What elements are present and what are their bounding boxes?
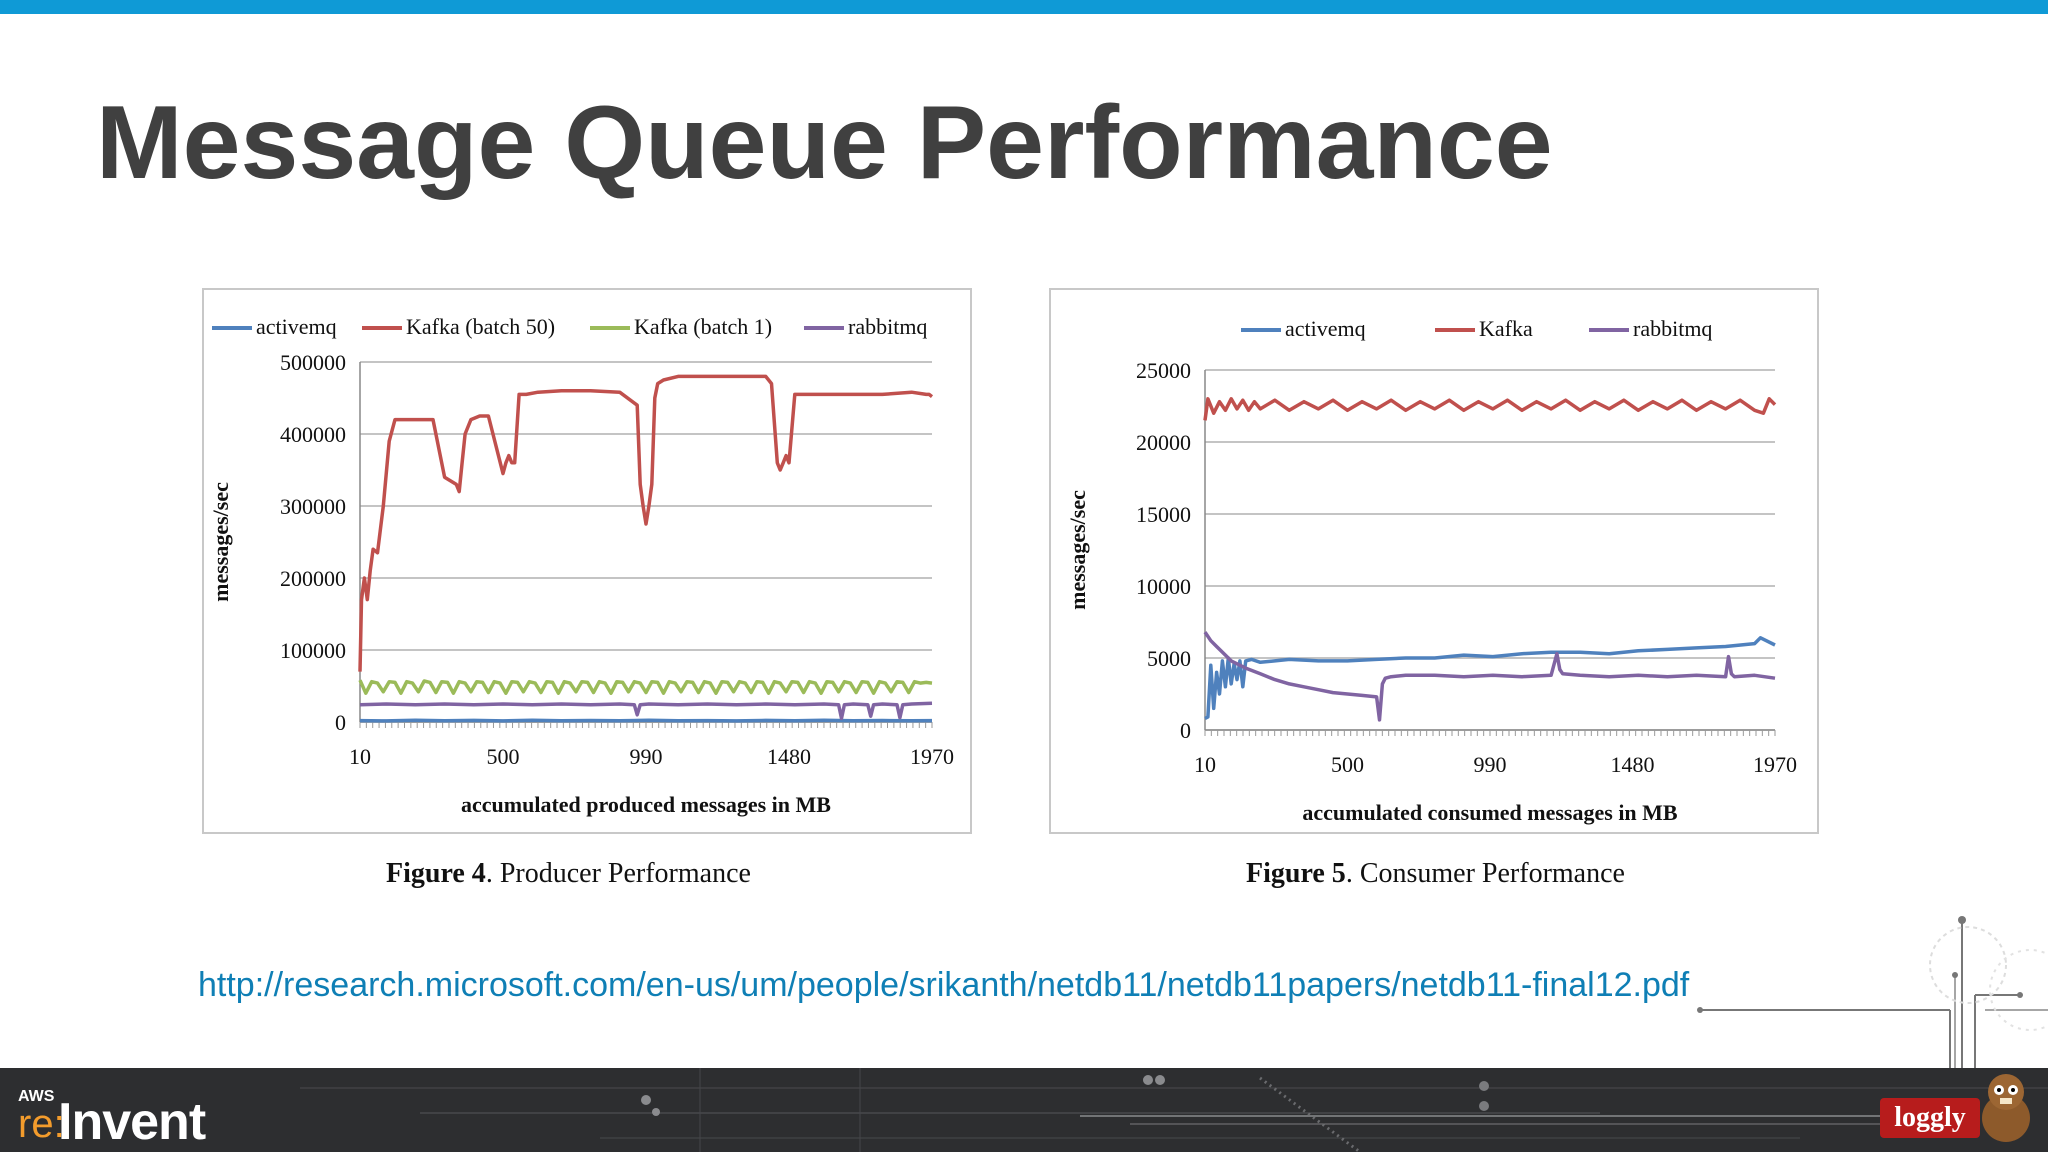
legend-entry: Kafka (1479, 316, 1533, 341)
y-tick-label: 0 (335, 710, 346, 735)
circuit-node (1697, 1007, 1703, 1013)
series-line-kafka-batch-50 (358, 374, 934, 672)
series-line-kafka (1203, 397, 1777, 421)
x-axis-label: accumulated consumed messages in MB (1302, 800, 1678, 825)
figure-4-label: Figure 4 (386, 858, 486, 889)
legend-entry: rabbitmq (848, 314, 927, 339)
y-axis-label: messages/sec (208, 482, 233, 602)
legend-entry: Kafka (batch 50) (406, 314, 555, 339)
y-axis-label: messages/sec (1065, 490, 1090, 610)
mascot-pupil (1997, 1088, 2001, 1092)
y-tick-label: 25000 (1136, 358, 1191, 383)
x-axis-label: accumulated produced messages in MB (461, 792, 831, 817)
circuit-node (2017, 992, 2023, 998)
y-tick-label: 100000 (280, 638, 346, 663)
circuit-node (1958, 916, 1966, 924)
footer-texture-dot (641, 1095, 651, 1105)
figure-5-caption: Figure 5. Consumer Performance (1246, 858, 1625, 890)
slide-title: Message Queue Performance (96, 85, 1553, 201)
circuit-decoration (1697, 916, 2048, 1068)
loggly-badge: loggly (1880, 1098, 1980, 1138)
loggly-mascot-icon (1982, 1074, 2030, 1142)
x-tick-label: 990 (1474, 752, 1507, 777)
mascot-body (1982, 1094, 2030, 1142)
x-tick-label: 500 (487, 744, 520, 769)
mascot-teeth (2000, 1098, 2012, 1104)
series-line-activemq (1204, 636, 1776, 721)
legend-entry: Kafka (batch 1) (634, 314, 772, 339)
invent-logo-text: Invent (58, 1093, 206, 1151)
x-tick-label: 1480 (1611, 752, 1655, 777)
footer-texture (300, 1068, 2048, 1152)
mascot-head (1988, 1074, 2024, 1110)
y-tick-label: 0 (1180, 718, 1191, 743)
circuit-ring (1989, 949, 2048, 1031)
footer-bar (0, 1068, 2048, 1152)
producer-chart-svg: 0 100000 200000 300000 400000 500000 10 500 990 1… (208, 314, 954, 817)
y-tick-label: 200000 (280, 566, 346, 591)
figure-5-label: Figure 5 (1246, 858, 1346, 889)
producer-performance-chart: 0 100000 200000 300000 400000 500000 10 500 990 1… (202, 288, 972, 834)
footer-texture-dot (652, 1108, 660, 1116)
footer-texture-line (1259, 1076, 1361, 1152)
footer-texture-dot (1479, 1101, 1489, 1111)
x-tick-label: 1970 (910, 744, 954, 769)
legend-entry: rabbitmq (1633, 316, 1712, 341)
aws-logo-text: AWS (18, 1088, 55, 1105)
consumer-performance-chart: 0 5000 10000 15000 20000 25000 10 500 990 1480 197… (1049, 288, 1819, 834)
x-tick-label: 990 (630, 744, 663, 769)
x-tick-label: 1480 (767, 744, 811, 769)
series-line-rabbitmq (359, 701, 933, 721)
figure-4-caption-text: . Producer Performance (485, 858, 751, 889)
y-tick-label: 20000 (1136, 430, 1191, 455)
y-tick-label: 400000 (280, 422, 346, 447)
x-tick-label: 1970 (1753, 752, 1797, 777)
y-tick-label: 15000 (1136, 502, 1191, 527)
y-tick-label: 10000 (1136, 574, 1191, 599)
re-logo-text: re: (18, 1102, 65, 1146)
source-paper-link[interactable]: http://research.microsoft.com/en-us/um/p… (198, 966, 1690, 1004)
y-tick-label: 300000 (280, 494, 346, 519)
consumer-chart-svg: 0 5000 10000 15000 20000 25000 10 500 990 1480 197… (1065, 316, 1797, 825)
footer-texture-dot (1155, 1075, 1165, 1085)
figure-4-caption: Figure 4. Producer Performance (386, 858, 751, 890)
y-tick-label: 5000 (1147, 646, 1191, 671)
legend-entry: activemq (1285, 316, 1366, 341)
series-line-rabbitmq (1203, 631, 1776, 722)
circuit-ring (1929, 926, 2007, 1004)
series-line-kafka-batch-1 (358, 679, 933, 695)
footer-texture-dot (1143, 1075, 1153, 1085)
series-line-activemq (359, 718, 933, 723)
figure-5-caption-text: . Consumer Performance (1345, 858, 1625, 889)
x-tick-label: 10 (1194, 752, 1216, 777)
y-tick-label: 500000 (280, 350, 346, 375)
legend-entry: activemq (256, 314, 337, 339)
x-tick-label: 10 (349, 744, 371, 769)
footer-texture-dot (1479, 1081, 1489, 1091)
circuit-node (1952, 972, 1958, 978)
mascot-pupil (2011, 1088, 2015, 1092)
accent-top-bar (0, 0, 2048, 14)
x-tick-label: 500 (1331, 752, 1364, 777)
